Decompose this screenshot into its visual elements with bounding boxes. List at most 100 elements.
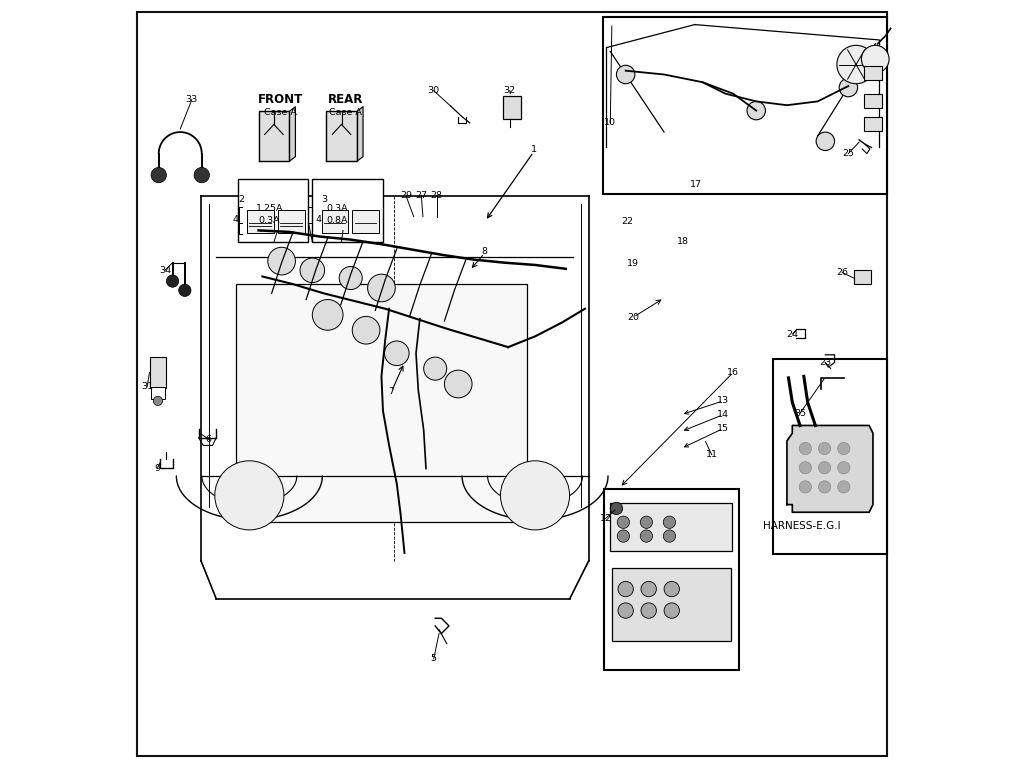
Bar [236, 284, 527, 522]
Bar [604, 489, 738, 670]
Circle shape [154, 396, 163, 406]
Text: 0.8A: 0.8A [327, 216, 347, 225]
Text: 4: 4 [315, 215, 322, 224]
Polygon shape [258, 111, 289, 161]
Text: 30: 30 [428, 86, 439, 95]
Bar [278, 210, 305, 233]
Circle shape [215, 461, 284, 530]
Text: 0.3A: 0.3A [326, 204, 348, 214]
Text: 23: 23 [819, 358, 831, 367]
Circle shape [195, 167, 210, 183]
Bar [247, 210, 274, 233]
Text: FRONT: FRONT [257, 94, 303, 106]
Circle shape [384, 341, 409, 366]
Text: 3: 3 [321, 195, 327, 204]
Circle shape [268, 247, 296, 275]
Text: 26: 26 [837, 268, 848, 277]
Circle shape [861, 45, 889, 73]
Text: 9: 9 [155, 464, 160, 473]
Circle shape [151, 167, 166, 183]
Circle shape [178, 284, 190, 296]
Circle shape [618, 603, 633, 618]
Circle shape [424, 357, 446, 380]
Bar [773, 359, 887, 554]
Circle shape [818, 462, 830, 474]
Text: 13: 13 [717, 396, 729, 406]
Text: 15: 15 [717, 424, 729, 433]
Text: 35: 35 [794, 409, 806, 418]
Bar [863, 94, 882, 108]
Circle shape [664, 516, 676, 528]
Circle shape [339, 266, 362, 290]
Bar [854, 270, 870, 284]
Circle shape [837, 45, 876, 84]
Circle shape [816, 132, 835, 151]
Circle shape [838, 481, 850, 493]
Circle shape [664, 581, 679, 597]
Text: 16: 16 [727, 368, 739, 377]
Text: 19: 19 [628, 259, 639, 268]
Text: 11: 11 [706, 450, 718, 459]
Circle shape [617, 516, 630, 528]
Bar [150, 357, 166, 388]
Bar [610, 503, 732, 551]
Circle shape [368, 274, 395, 302]
Bar [152, 387, 165, 399]
Text: REAR: REAR [328, 94, 364, 106]
Circle shape [818, 481, 830, 493]
Polygon shape [356, 107, 362, 161]
Text: 25: 25 [843, 149, 854, 158]
Circle shape [838, 462, 850, 474]
Bar [238, 179, 308, 242]
Circle shape [799, 481, 811, 493]
Circle shape [799, 442, 811, 455]
Circle shape [664, 603, 679, 618]
Circle shape [444, 370, 472, 398]
Circle shape [746, 101, 766, 120]
Text: 18: 18 [677, 237, 688, 247]
Circle shape [618, 581, 633, 597]
Bar [312, 179, 383, 242]
Circle shape [641, 581, 656, 597]
Text: 10: 10 [604, 118, 616, 127]
Text: 28: 28 [431, 191, 442, 200]
Circle shape [501, 461, 569, 530]
Text: 22: 22 [622, 217, 633, 226]
Text: 27: 27 [416, 191, 427, 200]
Circle shape [640, 516, 652, 528]
Text: 34: 34 [159, 266, 171, 275]
Text: 2: 2 [239, 195, 245, 204]
Circle shape [838, 442, 850, 455]
Text: 1.25A: 1.25A [256, 204, 283, 214]
Bar [863, 117, 882, 131]
Bar [322, 210, 348, 233]
Text: 6: 6 [206, 435, 212, 444]
Text: 31: 31 [141, 382, 154, 391]
Circle shape [640, 530, 652, 542]
Text: 1: 1 [530, 145, 537, 154]
Circle shape [818, 442, 830, 455]
Bar [863, 66, 882, 80]
Circle shape [352, 316, 380, 344]
Text: 14: 14 [717, 410, 729, 419]
Text: 7: 7 [388, 387, 394, 396]
Circle shape [799, 462, 811, 474]
Circle shape [300, 258, 325, 283]
Circle shape [840, 78, 858, 97]
Text: 4: 4 [232, 215, 239, 224]
Polygon shape [326, 111, 356, 161]
Circle shape [610, 502, 623, 515]
Text: 17: 17 [690, 180, 702, 189]
Text: Case A: Case A [329, 108, 361, 118]
Text: 24: 24 [786, 329, 799, 339]
Bar [602, 17, 887, 194]
Text: 8: 8 [481, 247, 487, 257]
Circle shape [664, 530, 676, 542]
Text: 20: 20 [628, 313, 639, 322]
Text: 5: 5 [431, 654, 436, 664]
Bar [612, 568, 731, 641]
Bar [503, 96, 521, 119]
Text: 32: 32 [504, 86, 516, 95]
Polygon shape [786, 425, 872, 512]
Text: Case A: Case A [263, 108, 297, 118]
